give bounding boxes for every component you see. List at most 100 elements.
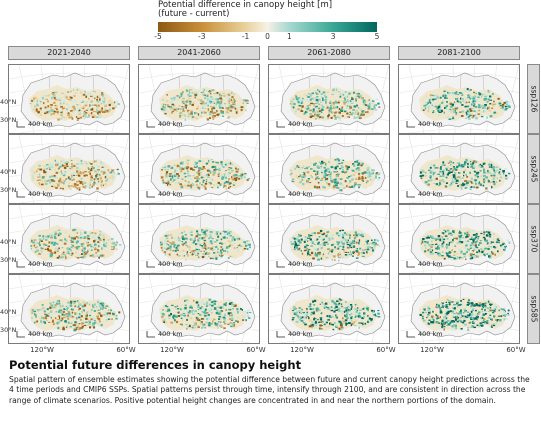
scale-bar (146, 121, 155, 128)
scale-bar (16, 191, 25, 198)
latitude-label: 40°N (0, 308, 17, 316)
legend-tick: -1 (241, 32, 250, 41)
scale-bar-label: 400 km (158, 120, 183, 128)
canopy-change-cells (419, 158, 511, 191)
legend-tick: 0 (265, 32, 270, 41)
canopy-change-cells (31, 159, 120, 191)
scale-bar-label: 400 km (28, 120, 53, 128)
map-panel: 400 km (8, 64, 130, 134)
longitude-label: 120°W (420, 346, 444, 354)
canopy-change-map (139, 135, 259, 203)
scale-bar-label: 400 km (158, 260, 183, 268)
scale-bar (146, 191, 155, 198)
canopy-change-map (9, 65, 129, 133)
canopy-change-map (399, 205, 519, 273)
map-panel: 400 km (268, 134, 390, 204)
canopy-change-cells (421, 88, 511, 120)
scale-bar-label: 400 km (288, 260, 313, 268)
row-header: ssp585 (527, 274, 540, 344)
canopy-change-map (399, 275, 519, 343)
scale-bar (16, 261, 25, 268)
canopy-change-cells (419, 298, 510, 331)
canopy-change-cells (31, 300, 121, 332)
caption-title: Potential future differences in canopy h… (9, 358, 302, 372)
latitude-label: 40°N (0, 238, 17, 246)
canopy-change-map (139, 65, 259, 133)
latitude-label: 40°N (0, 98, 17, 106)
scale-bar-label: 400 km (288, 190, 313, 198)
canopy-change-map (269, 135, 389, 203)
map-panel: 400 km (8, 274, 130, 344)
scale-bar (406, 261, 415, 268)
scale-bar (276, 261, 285, 268)
canopy-change-map (269, 275, 389, 343)
map-panel: 400 km (398, 64, 520, 134)
map-panel: 400 km (268, 274, 390, 344)
canopy-change-cells (160, 298, 252, 330)
canopy-change-map (9, 205, 129, 273)
column-header: 2061-2080 (268, 46, 390, 60)
scale-bar-label: 400 km (288, 120, 313, 128)
longitude-label: 120°W (30, 346, 54, 354)
scale-bar (276, 121, 285, 128)
canopy-change-map (399, 135, 519, 203)
latitude-label: 30°N (0, 116, 17, 124)
map-panel: 400 km (138, 134, 260, 204)
canopy-change-cells (289, 229, 380, 262)
canopy-change-map (269, 205, 389, 273)
canopy-change-cells (30, 228, 122, 260)
canopy-change-cells (160, 88, 249, 121)
map-panel: 400 km (8, 134, 130, 204)
scale-bar (16, 121, 25, 128)
map-panel-grid: 2021-2040 2041-2060 2061-2080 2081-2100 ssp1… (0, 44, 541, 356)
map-panel: 400 km (268, 204, 390, 274)
canopy-change-cells (289, 88, 381, 121)
longitude-label: 60°W (376, 346, 396, 354)
scale-bar (276, 191, 285, 198)
longitude-label: 60°W (116, 346, 136, 354)
scale-bar (406, 121, 415, 128)
latitude-label: 30°N (0, 256, 17, 264)
scale-bar (16, 331, 25, 338)
canopy-change-map (9, 275, 129, 343)
scale-bar (406, 191, 415, 198)
scale-bar (276, 331, 285, 338)
scale-bar (406, 331, 415, 338)
longitude-label: 120°W (160, 346, 184, 354)
canopy-change-cells (29, 88, 120, 121)
row-header: ssp370 (527, 204, 540, 274)
scale-bar (146, 261, 155, 268)
canopy-change-map (139, 205, 259, 273)
row-header: ssp245 (527, 134, 540, 204)
legend-tick: 1 (287, 32, 292, 41)
scale-bar-label: 400 km (418, 190, 443, 198)
column-header: 2081-2100 (398, 46, 520, 60)
scale-bar-label: 400 km (418, 120, 443, 128)
map-panel: 400 km (138, 274, 260, 344)
canopy-change-map (139, 275, 259, 343)
legend-tick: -3 (198, 32, 206, 41)
latitude-label: 40°N (0, 168, 17, 176)
canopy-change-map (399, 65, 519, 133)
color-legend: Potential difference in canopy height [m… (0, 0, 541, 44)
scale-bar (146, 331, 155, 338)
legend-subtitle: (future - current) (158, 9, 230, 19)
scale-bar-label: 400 km (418, 260, 443, 268)
longitude-label: 60°W (506, 346, 526, 354)
scale-bar-label: 400 km (158, 190, 183, 198)
map-panel: 400 km (398, 134, 520, 204)
scale-bar-label: 400 km (28, 330, 53, 338)
latitude-label: 30°N (0, 186, 17, 194)
scale-bar-label: 400 km (28, 260, 53, 268)
scale-bar-label: 400 km (288, 330, 313, 338)
canopy-change-map (269, 65, 389, 133)
canopy-change-cells (159, 229, 251, 261)
map-panel: 400 km (268, 64, 390, 134)
legend-tick: 3 (330, 32, 336, 41)
legend-colorbar (158, 22, 377, 32)
latitude-label: 30°N (0, 326, 17, 334)
scale-bar-label: 400 km (158, 330, 183, 338)
scale-bar-label: 400 km (28, 190, 53, 198)
column-header: 2021-2040 (8, 46, 130, 60)
row-header: ssp126 (527, 64, 540, 134)
